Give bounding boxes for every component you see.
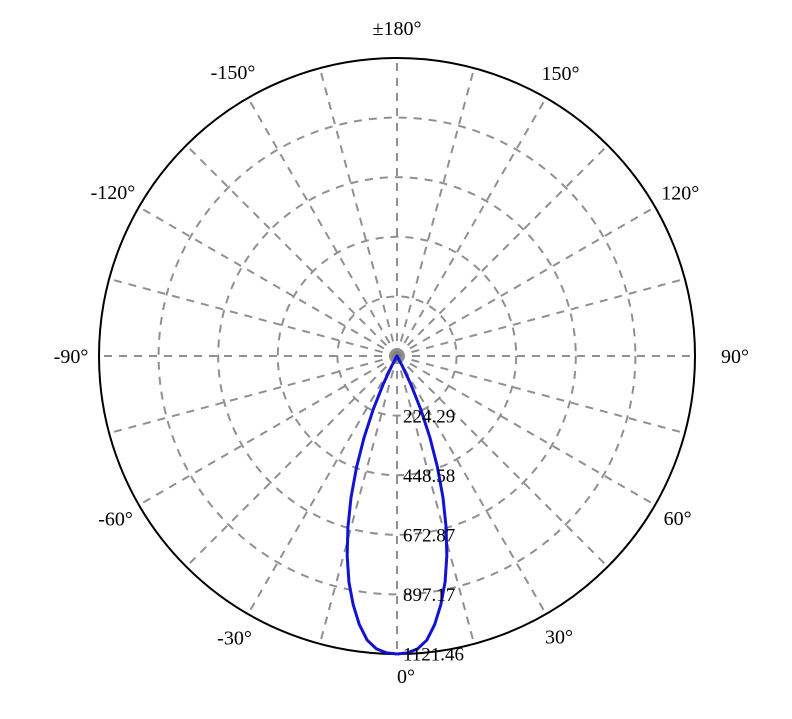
polar-chart: 0° 30° 60° 90° 120° 150° ±180° -150° -120° -90° -6… xyxy=(0,0,792,719)
angle-label: -90° xyxy=(54,346,89,368)
angle-label: 120° xyxy=(661,183,699,205)
angle-label: -120° xyxy=(91,182,136,204)
radial-label: 897.17 xyxy=(403,585,455,606)
radial-label: 448.58 xyxy=(403,466,455,487)
angle-label: ±180° xyxy=(373,18,422,40)
angle-label: 0° xyxy=(397,666,415,688)
angle-label: -150° xyxy=(211,62,256,84)
angle-label: 60° xyxy=(664,508,692,530)
radial-label: 1121.46 xyxy=(403,645,464,666)
radial-label: 672.87 xyxy=(403,525,455,546)
angle-label: 30° xyxy=(545,627,573,649)
angle-label: 90° xyxy=(721,346,749,368)
angle-label: 150° xyxy=(542,63,580,85)
angle-label: -60° xyxy=(98,509,133,531)
radial-label: 224.29 xyxy=(403,406,455,427)
angle-label: -30° xyxy=(217,627,252,649)
